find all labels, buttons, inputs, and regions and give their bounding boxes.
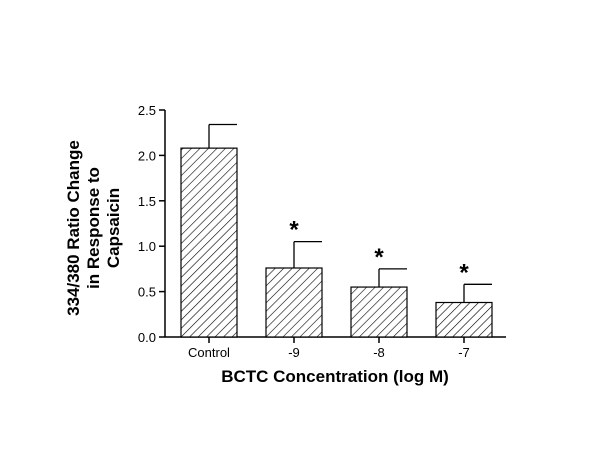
y-tick-label: 2.5: [138, 103, 156, 118]
y-tick-label: 2.0: [138, 148, 156, 163]
y-tick-label: 0.0: [138, 330, 156, 345]
x-axis-title: BCTC Concentration (log M): [221, 367, 449, 386]
significance-marker: *: [289, 217, 299, 244]
y-axis-title-line-3: Capsaicin: [104, 188, 123, 268]
y-axis-title-line-1: 334/380 Ratio Change: [64, 140, 83, 316]
y-tick-label: 0.5: [138, 285, 156, 300]
y-tick-label: 1.0: [138, 239, 156, 254]
x-tick-label: -9: [288, 345, 300, 360]
x-tick-label: -8: [373, 345, 385, 360]
significance-marker: *: [459, 259, 469, 286]
bar: [180, 147, 238, 338]
plot-area: 0.0 0.5 1.0 1.5 2.0 2.5 Control -9 * -8 * -7 *: [138, 103, 506, 360]
y-axis-title-line-2: in Response to: [84, 167, 103, 289]
bar: [350, 286, 408, 338]
x-tick-label: -7: [458, 345, 470, 360]
y-tick-label: 1.5: [138, 194, 156, 209]
significance-marker: *: [374, 244, 384, 271]
x-tick-label: Control: [188, 345, 230, 360]
y-axis-title-line-3-text: Capsaicin: [104, 188, 123, 268]
y-axis-title: 334/380 Ratio Change: [64, 140, 83, 316]
bar: [265, 267, 323, 338]
bar: [435, 301, 493, 338]
y-axis-title-line-2-text: in Response to: [84, 167, 103, 289]
